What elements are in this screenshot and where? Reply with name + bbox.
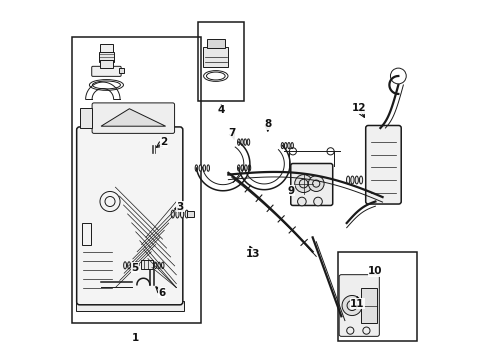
Text: 11: 11 bbox=[349, 299, 364, 309]
FancyBboxPatch shape bbox=[339, 275, 379, 336]
Text: 2: 2 bbox=[160, 138, 167, 147]
Text: 3: 3 bbox=[176, 202, 183, 212]
Ellipse shape bbox=[180, 210, 183, 218]
Ellipse shape bbox=[176, 210, 179, 218]
Ellipse shape bbox=[161, 262, 163, 269]
Ellipse shape bbox=[199, 165, 201, 171]
Ellipse shape bbox=[131, 262, 134, 269]
Text: 12: 12 bbox=[351, 103, 366, 113]
Ellipse shape bbox=[346, 176, 349, 184]
Bar bbox=[203, 47, 228, 67]
Bar bbox=[187, 211, 193, 217]
Polygon shape bbox=[101, 109, 165, 126]
Ellipse shape bbox=[244, 139, 246, 145]
Ellipse shape bbox=[185, 210, 188, 218]
Ellipse shape bbox=[171, 210, 174, 218]
Ellipse shape bbox=[237, 139, 240, 145]
Circle shape bbox=[297, 197, 305, 206]
Bar bbox=[119, 68, 124, 73]
Ellipse shape bbox=[123, 262, 126, 269]
FancyBboxPatch shape bbox=[92, 103, 174, 134]
Bar bbox=[76, 301, 183, 311]
Bar bbox=[82, 223, 91, 244]
Ellipse shape bbox=[154, 262, 157, 269]
Ellipse shape bbox=[290, 143, 293, 149]
Circle shape bbox=[308, 176, 324, 192]
Bar bbox=[147, 141, 155, 145]
Text: 5: 5 bbox=[131, 263, 139, 273]
Ellipse shape bbox=[135, 262, 138, 269]
Text: 13: 13 bbox=[246, 248, 260, 258]
Text: 10: 10 bbox=[367, 266, 382, 276]
Ellipse shape bbox=[354, 176, 358, 184]
Ellipse shape bbox=[203, 165, 205, 171]
Text: 7: 7 bbox=[228, 129, 235, 138]
FancyBboxPatch shape bbox=[92, 66, 121, 76]
Circle shape bbox=[341, 296, 362, 316]
Ellipse shape bbox=[195, 165, 197, 171]
FancyBboxPatch shape bbox=[290, 163, 332, 206]
Ellipse shape bbox=[248, 165, 250, 171]
Circle shape bbox=[313, 197, 322, 206]
FancyBboxPatch shape bbox=[365, 126, 400, 204]
Bar bbox=[164, 147, 171, 152]
Circle shape bbox=[294, 175, 312, 193]
Ellipse shape bbox=[206, 165, 209, 171]
Bar bbox=[99, 51, 114, 62]
FancyBboxPatch shape bbox=[77, 127, 183, 305]
Ellipse shape bbox=[158, 262, 160, 269]
Text: 9: 9 bbox=[287, 186, 294, 196]
Ellipse shape bbox=[127, 262, 130, 269]
Bar bbox=[360, 288, 376, 323]
Ellipse shape bbox=[237, 165, 240, 171]
Ellipse shape bbox=[359, 176, 362, 184]
Text: 1: 1 bbox=[131, 333, 139, 343]
Text: 6: 6 bbox=[158, 288, 165, 298]
Ellipse shape bbox=[241, 165, 243, 171]
Ellipse shape bbox=[287, 143, 289, 149]
Ellipse shape bbox=[284, 143, 286, 149]
Bar bbox=[72, 37, 201, 323]
Bar bbox=[100, 60, 113, 68]
Bar bbox=[198, 22, 244, 101]
Ellipse shape bbox=[350, 176, 353, 184]
Bar bbox=[206, 39, 224, 48]
Ellipse shape bbox=[281, 143, 283, 149]
Text: 4: 4 bbox=[217, 105, 224, 115]
Ellipse shape bbox=[240, 139, 243, 145]
Bar bbox=[80, 108, 92, 128]
Bar bbox=[337, 252, 416, 341]
Bar bbox=[100, 44, 113, 53]
Ellipse shape bbox=[244, 165, 246, 171]
Text: 8: 8 bbox=[264, 120, 271, 129]
Bar bbox=[140, 260, 153, 269]
Ellipse shape bbox=[247, 139, 249, 145]
Bar bbox=[151, 145, 164, 153]
